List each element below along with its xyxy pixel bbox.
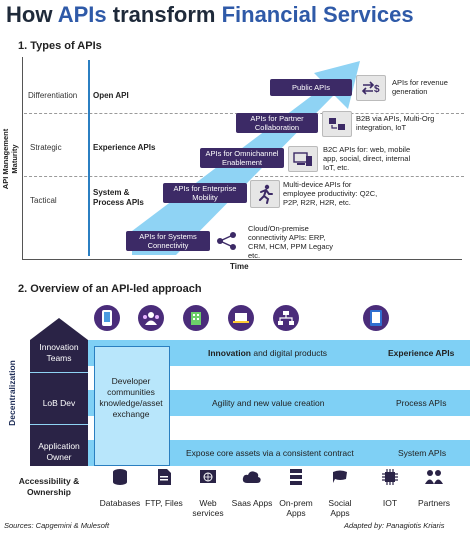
- step-icon-frame: [322, 111, 352, 137]
- band-text-experience: Innovation and digital products: [208, 348, 327, 358]
- share-nodes-icon: [217, 232, 236, 250]
- step-box-systems-connectivity: APIs for Systems Connectivity: [126, 231, 210, 251]
- ftp-file-icon: [158, 469, 171, 485]
- level-label-differentiation: Differentiation: [28, 91, 78, 100]
- developer-community-text: Developer communities knowledge/asset ex…: [99, 376, 163, 419]
- top-icon-circle: [94, 305, 120, 331]
- step-box-public-apis: Public APIs: [270, 79, 352, 96]
- step-desc-partner-collaboration: B2B via APIs, Multi-Org integration, IoT: [356, 114, 435, 132]
- source-label: Partners: [417, 498, 451, 508]
- layer-innovation-teams: Innovation Teams: [30, 340, 88, 366]
- section-1-heading: 1. Types of APIs: [18, 40, 102, 52]
- source-label: IOT: [382, 498, 398, 508]
- cloud-icon: [242, 471, 261, 483]
- source-icon: [285, 466, 307, 488]
- source-icon: [109, 466, 131, 488]
- source-row: Databases FTP, Files Web services Saas A…: [96, 466, 466, 518]
- band-label-system-apis: System APIs: [398, 448, 447, 458]
- building-icon: [191, 312, 201, 325]
- top-icon-circle: [183, 305, 209, 331]
- y-axis-label: API Management Maturity: [1, 128, 19, 190]
- devices-icon: [293, 152, 312, 166]
- top-icon-circle: [273, 305, 299, 331]
- band-text-rest: and digital products: [250, 348, 328, 358]
- social-icon: [333, 470, 347, 483]
- step-box-partner-collaboration: APIs for Partner Collaboration: [236, 113, 318, 133]
- title-part-4: Financial Services: [221, 2, 414, 27]
- accessibility-ownership-label: Accessibility & Ownership: [18, 476, 80, 497]
- b2b-icon: [329, 118, 345, 130]
- top-icon-circle: [363, 305, 389, 331]
- source-label: Saas Apps: [231, 498, 273, 508]
- source-icon: [241, 466, 263, 488]
- step-desc-omnichannel: B2C APIs for: web, mobile app, social, d…: [323, 145, 411, 172]
- band-label-process-apis: Process APIs: [396, 398, 447, 408]
- layer-divider: [30, 418, 88, 440]
- footer-sources: Sources: Capgemini & Mulesoft: [4, 521, 110, 530]
- band-text-process: Agility and new value creation: [212, 398, 325, 408]
- source-icon: [423, 466, 445, 488]
- step-icon-frame: [212, 228, 242, 254]
- y-axis-line: [22, 57, 23, 260]
- step-icon-frame: [288, 146, 318, 172]
- source-label: FTP, Files: [145, 498, 183, 508]
- level-label-strategic: Strategic: [30, 143, 62, 152]
- step-desc-systems-connectivity: Cloud/On-premise connectivity APIs: ERP,…: [248, 224, 334, 260]
- source-label: Web services: [192, 498, 224, 518]
- developer-community-box: [94, 346, 170, 466]
- decentralization-label: Decentralization: [7, 360, 17, 426]
- layer-stack-top: [30, 318, 88, 340]
- top-icon-circle: [228, 305, 254, 331]
- network-icon: [278, 311, 294, 325]
- band-text-system: Expose core assets via a consistent cont…: [186, 448, 354, 458]
- source-icon: [153, 466, 175, 488]
- group-separator: [88, 60, 90, 256]
- iot-chip-icon: [382, 469, 398, 485]
- band-label-experience-apis: Experience APIs: [388, 348, 455, 358]
- group-label-experience-apis: Experience APIs: [93, 143, 156, 152]
- tablet-icon: [370, 310, 382, 326]
- source-icon: [379, 466, 401, 488]
- mobile-phone-icon: [102, 310, 112, 326]
- layer-line: [30, 372, 88, 373]
- title-part-1: How: [6, 2, 58, 27]
- step-box-enterprise-mobility: APIs for Enterprise Mobility: [163, 183, 247, 203]
- layer-divider: [30, 366, 88, 390]
- title-part-2: APIs: [57, 2, 107, 27]
- step-icon-frame: [250, 180, 280, 208]
- layer-application-owner: Application Owner: [30, 438, 88, 466]
- partners-icon: [425, 470, 443, 484]
- step-desc-public-apis: APIs for revenue generation: [392, 78, 448, 96]
- web-globe-icon: [200, 470, 216, 483]
- step-box-omnichannel: APIs for Omnichannel Enablement: [200, 148, 284, 168]
- level-label-tactical: Tactical: [30, 196, 57, 205]
- title-part-3: transform: [106, 2, 222, 27]
- running-person-icon: [259, 184, 273, 204]
- x-axis-line: [22, 259, 462, 260]
- page-title: How APIs transform Financial Services: [6, 2, 414, 28]
- group-label-open-api: Open API: [93, 91, 129, 100]
- layer-lob-dev: LoB Dev: [30, 388, 88, 418]
- section-2-heading: 2. Overview of an API-led approach: [18, 283, 202, 295]
- group-label-system-process-apis: System & Process APIs: [93, 188, 144, 207]
- exchange-dollar-icon: $: [361, 81, 380, 95]
- footer-adapted: Adapted by: Panagiotis Kriaris: [344, 521, 445, 530]
- source-icon: [329, 466, 351, 488]
- source-label: Social Apps: [328, 498, 352, 518]
- users-icon: [143, 312, 159, 325]
- step-icon-frame: $: [356, 75, 386, 101]
- band-text-bold: Innovation: [208, 348, 251, 358]
- svg-text:$: $: [374, 84, 380, 95]
- step-desc-enterprise-mobility: Multi-device APIs for employee productiv…: [283, 180, 378, 207]
- x-axis-label: Time: [230, 262, 249, 271]
- top-icon-circle: [138, 305, 164, 331]
- database-icon: [113, 469, 127, 485]
- source-label: On-prem Apps: [279, 498, 313, 518]
- server-icon: [290, 469, 302, 485]
- layer-line: [30, 424, 88, 425]
- source-label: Databases: [99, 498, 141, 508]
- laptop-icon: [233, 313, 249, 323]
- source-icon: [197, 466, 219, 488]
